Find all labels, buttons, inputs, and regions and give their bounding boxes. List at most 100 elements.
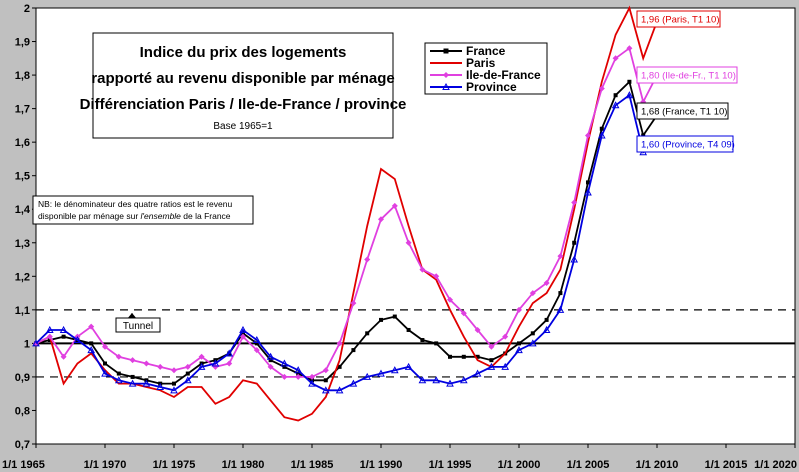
y-tick-label: 1,6 <box>15 137 30 149</box>
series-group <box>32 5 661 422</box>
data-point <box>321 386 330 394</box>
legend-marker <box>443 72 449 78</box>
legend-marker <box>443 48 449 54</box>
data-point <box>570 255 579 263</box>
data-point <box>404 362 413 370</box>
data-point <box>641 133 646 138</box>
data-point <box>143 360 150 367</box>
data-point <box>448 354 452 359</box>
data-point <box>365 331 370 336</box>
data-point <box>323 378 328 383</box>
data-point <box>599 126 604 131</box>
reference-lines <box>36 309 795 378</box>
legend-label-paris: Paris <box>466 56 496 70</box>
data-point <box>434 341 439 346</box>
data-point <box>390 366 399 374</box>
data-point <box>613 93 618 98</box>
data-point <box>584 188 592 196</box>
x-axis-ticks: 1/1 1965 1/1 1970 1/1 1975 1/1 1980 1/1 1985… <box>2 444 797 471</box>
x-tick-label: 1/1 2020 <box>754 459 797 471</box>
data-point <box>211 359 220 367</box>
data-point <box>433 273 440 280</box>
data-point <box>474 326 481 333</box>
y-tick-label: 1,7 <box>15 104 30 116</box>
data-point <box>101 369 109 377</box>
x-tick-label: 1/1 1970 <box>84 459 127 471</box>
data-point <box>322 367 329 374</box>
data-point <box>558 291 563 296</box>
data-point <box>586 180 590 185</box>
end-label-ile-de-france: 1,80 (Ile-de-Fr., T1 10) <box>641 71 736 82</box>
x-tick-label: 1/1 1975 <box>153 459 196 471</box>
data-point <box>364 256 371 263</box>
data-point <box>240 333 246 340</box>
data-point <box>183 376 192 384</box>
data-point <box>280 359 289 367</box>
y-tick-label: 1,4 <box>15 204 31 216</box>
data-point <box>198 353 205 360</box>
data-point <box>171 367 177 374</box>
data-point <box>225 349 234 357</box>
end-labels: 1,96 (Paris, T1 10) 1,80 (Ile-de-Fr., T1 … <box>636 10 738 153</box>
data-point <box>73 335 82 344</box>
y-tick-label: 1 <box>24 338 30 350</box>
series-line-paris <box>35 5 658 422</box>
data-point <box>502 333 509 340</box>
data-point <box>418 376 427 384</box>
note-text-line-2: disponible par ménage sur l'ensemble de … <box>38 211 231 221</box>
data-point <box>597 131 606 139</box>
end-label-box <box>636 66 738 84</box>
data-point <box>377 369 385 377</box>
data-point <box>45 325 54 333</box>
data-point <box>459 376 468 384</box>
data-point <box>350 300 357 307</box>
data-point <box>419 266 426 273</box>
data-point <box>156 382 165 390</box>
data-point <box>488 343 495 350</box>
data-point <box>379 317 383 322</box>
data-point <box>392 314 397 319</box>
legend-marker <box>442 82 450 90</box>
data-point <box>103 361 107 366</box>
data-point <box>88 323 95 330</box>
note-box: NB: le dénominateur des quatre ratios es… <box>32 195 254 225</box>
data-point <box>59 325 68 333</box>
data-point <box>268 358 273 363</box>
data-point <box>295 373 302 380</box>
data-point <box>378 216 384 223</box>
data-point <box>447 296 453 303</box>
x-tick-label: 1/1 2010 <box>636 459 679 471</box>
data-point <box>170 386 178 394</box>
series-line-province <box>35 93 658 392</box>
x-tick-label: 1/1 1995 <box>429 459 472 471</box>
y-tick-label: 1,5 <box>15 171 30 183</box>
data-point <box>253 347 260 354</box>
data-point <box>130 374 135 379</box>
data-point <box>420 338 425 343</box>
end-label-france: 1,68 (France, T1 10) <box>641 107 727 118</box>
tunnel-label: Tunnel <box>123 321 153 332</box>
data-point <box>46 333 53 340</box>
data-point <box>89 341 94 346</box>
data-point <box>60 353 67 360</box>
data-point <box>197 362 206 370</box>
x-tick-label: 1/1 2000 <box>498 459 541 471</box>
data-point <box>351 348 356 353</box>
data-point <box>128 379 137 387</box>
data-point <box>239 325 247 333</box>
data-point <box>542 325 551 333</box>
data-point <box>129 357 136 364</box>
data-point <box>308 379 316 387</box>
data-point <box>475 354 480 359</box>
legend-label-ile-de-france: Ile-de-France <box>466 68 541 82</box>
data-point <box>612 55 619 62</box>
data-point <box>363 372 372 380</box>
data-point <box>571 199 578 206</box>
data-point <box>626 45 633 52</box>
data-point <box>611 101 620 109</box>
data-point <box>516 306 522 313</box>
data-point <box>241 331 245 336</box>
data-point <box>556 305 565 313</box>
data-point <box>282 364 287 369</box>
